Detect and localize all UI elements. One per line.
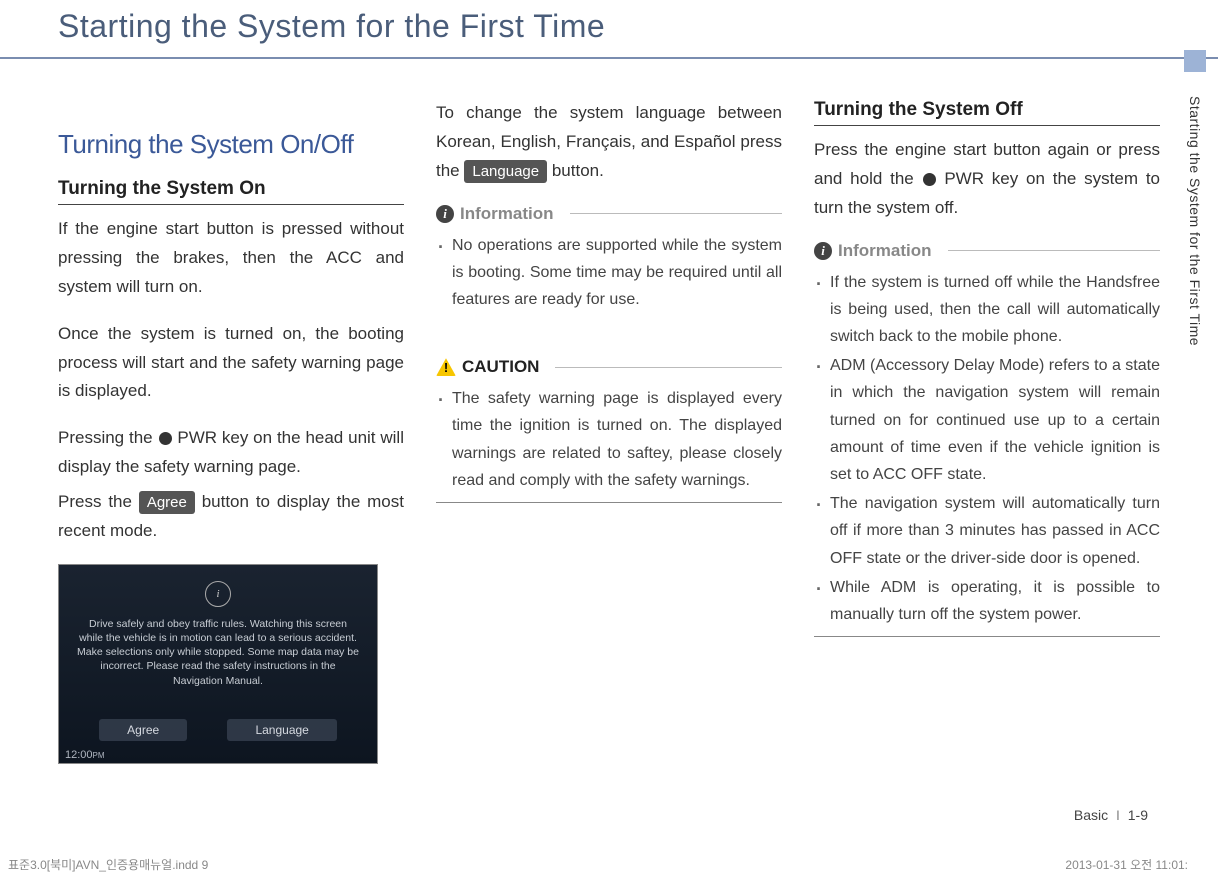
content-columns: Turning the System On/Off Turning the Sy…: [0, 99, 1218, 764]
info-rule: [948, 250, 1161, 251]
pwr-key-icon: [923, 173, 936, 186]
warning-text: Drive safely and obey traffic rules. Wat…: [77, 617, 359, 688]
caution-label: CAUTION: [462, 357, 539, 377]
pwr-key-icon: [159, 432, 172, 445]
info-badge-icon: i: [436, 205, 454, 223]
column-1: Turning the System On/Off Turning the Sy…: [58, 99, 404, 764]
info-item-booting: No operations are supported while the sy…: [436, 232, 782, 314]
paragraph-pwr-key: Pressing the PWR key on the head unit wi…: [58, 424, 404, 482]
info-item-adm: ADM (Accessory Delay Mode) refers to a s…: [814, 352, 1160, 488]
subsection-turning-on: Turning the System On: [58, 178, 404, 205]
info-icon: i: [205, 581, 231, 607]
info-badge-icon: i: [814, 242, 832, 260]
side-label: Starting the System for the First Time: [1187, 96, 1203, 346]
subsection-turning-off: Turning the System Off: [814, 99, 1160, 126]
print-footer: 표준3.0[북미]AVN_인증용매뉴얼.indd 9 2013-01-31 오전…: [0, 856, 1218, 873]
clock-ampm: PM: [93, 751, 105, 760]
caution-item-safety: The safety warning page is displayed eve…: [436, 385, 782, 494]
information-header: i Information: [436, 204, 782, 224]
title-rule: [0, 57, 1218, 59]
language-button-label: Language: [464, 160, 547, 183]
footer-page-number: 1-9: [1128, 807, 1148, 823]
information-label: Information: [460, 204, 554, 224]
info-list-col2: No operations are supported while the sy…: [436, 232, 782, 314]
page-footer-right: Basic I 1-9: [1074, 807, 1148, 823]
caution-rule: [555, 367, 782, 368]
caution-list: The safety warning page is displayed eve…: [436, 385, 782, 494]
paragraph-language: To change the system language between Ko…: [436, 99, 782, 186]
footer-divider: I: [1116, 807, 1120, 823]
information-label: Information: [838, 241, 932, 261]
text-fragment: Pressing the: [58, 428, 158, 447]
caution-header: ! CAUTION: [436, 357, 782, 377]
screenshot-language-button: Language: [227, 719, 336, 741]
clock-time: 12:00: [65, 749, 93, 761]
caution-divider: [436, 502, 782, 503]
text-fragment: button.: [547, 161, 604, 180]
safety-warning-screenshot: i Drive safely and obey traffic rules. W…: [58, 564, 378, 764]
agree-button-label: Agree: [139, 491, 195, 514]
column-2: To change the system language between Ko…: [436, 99, 782, 764]
screenshot-clock: 12:00PM: [65, 749, 105, 761]
side-tab: [1184, 50, 1206, 72]
info-divider: [814, 636, 1160, 637]
information-header-col3: i Information: [814, 241, 1160, 261]
paragraph-engine-start: If the engine start button is pressed wi…: [58, 215, 404, 302]
info-list-col3: If the system is turned off while the Ha…: [814, 269, 1160, 628]
section-title-onoff: Turning the System On/Off: [58, 129, 404, 160]
paragraph-agree: Press the Agree button to display the mo…: [58, 488, 404, 546]
paragraph-booting: Once the system is turned on, the bootin…: [58, 320, 404, 407]
print-filename: 표준3.0[북미]AVN_인증용매뉴얼.indd 9: [8, 856, 208, 873]
screenshot-agree-button: Agree: [99, 719, 187, 741]
caution-badge-icon: !: [436, 358, 456, 376]
screenshot-buttons: Agree Language: [59, 719, 377, 741]
print-timestamp: 2013-01-31 오전 11:01:: [1065, 856, 1188, 873]
info-rule: [570, 213, 783, 214]
info-item-handsfree: If the system is turned off while the Ha…: [814, 269, 1160, 351]
column-3: Turning the System Off Press the engine …: [814, 99, 1160, 764]
footer-section: Basic: [1074, 807, 1108, 823]
page-title: Starting the System for the First Time: [0, 0, 1218, 57]
info-item-auto-off: The navigation system will automatically…: [814, 490, 1160, 572]
info-item-manual-off: While ADM is operating, it is possible t…: [814, 574, 1160, 628]
text-fragment: Press the: [58, 492, 139, 511]
paragraph-turn-off: Press the engine start button again or p…: [814, 136, 1160, 223]
